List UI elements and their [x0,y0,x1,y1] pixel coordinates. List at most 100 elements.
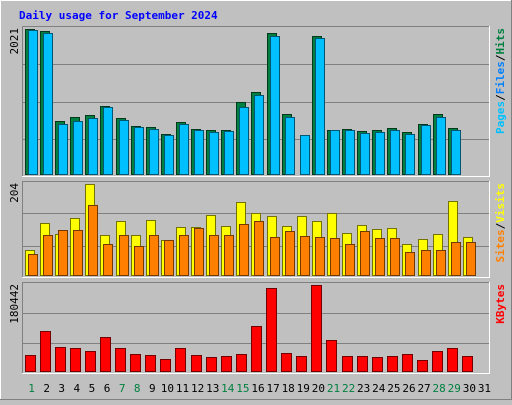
bar-files-day-21 [330,130,340,175]
legend-label: Sites/Visits [494,183,507,263]
y-max-label: 2021 [8,28,21,55]
bar-sites-day-8 [134,246,144,276]
bar-sites-day-16 [254,221,264,276]
bar-kbytes-day-5 [85,351,96,372]
bar-files-day-10 [164,135,174,175]
x-tick-label: 29 [448,382,461,395]
x-tick-label: 22 [342,382,355,395]
bar-files-day-27 [421,125,431,175]
bar-files-day-9 [149,129,159,175]
panel-3: 180442 KBytes [8,282,507,374]
x-tick-label: 14 [221,382,235,395]
bar-kbytes-day-11 [175,348,186,372]
bar-kbytes-day-20 [311,285,322,372]
bar-kbytes-day-13 [206,357,217,372]
bar-kbytes-day-12 [191,355,202,372]
bar-kbytes-day-8 [130,354,141,372]
x-tick-label: 18 [282,382,295,395]
legend-separator: / [494,222,507,229]
bar-sites-day-25 [390,238,400,276]
bar-files-day-20 [315,38,325,175]
bar-kbytes-day-9 [145,355,156,372]
bar-sites-day-15 [239,224,249,276]
bar-sites-day-26 [405,252,415,276]
bar-files-day-11 [179,124,189,175]
bar-files-day-16 [254,95,264,175]
bar-sites-day-30 [466,242,476,276]
bar-sites-day-18 [285,231,295,276]
bar-files-day-22 [345,130,355,175]
y-max-label: 204 [8,183,21,203]
bar-kbytes-day-6 [100,337,111,372]
bar-kbytes-day-30 [462,356,473,372]
bar-files-day-2 [43,33,53,175]
x-tick-label: 31 [478,382,491,395]
bar-files-day-8 [134,127,144,175]
bar-files-day-12 [194,130,204,175]
bar-files-day-4 [73,121,83,175]
bar-kbytes-day-22 [342,356,353,372]
x-tick-label: 15 [236,382,249,395]
bar-sites-day-23 [360,231,370,276]
bar-files-day-6 [103,107,113,175]
bar-kbytes-day-21 [326,340,337,372]
bar-kbytes-day-25 [387,356,398,372]
bar-kbytes-day-14 [221,356,232,372]
bar-sites-day-14 [224,235,234,276]
bar-kbytes-day-23 [357,356,368,372]
bar-files-day-5 [88,118,98,175]
bar-sites-day-1 [28,254,38,276]
bar-sites-day-28 [436,250,446,276]
bar-files-day-26 [405,134,415,175]
x-tick-label: 11 [176,382,189,395]
x-tick-label: 16 [251,382,264,395]
x-tick-label: 10 [161,382,174,395]
x-tick-label: 1 [28,382,35,395]
bar-kbytes-day-18 [281,353,292,372]
x-tick-label: 24 [372,382,386,395]
legend-separator: / [494,94,507,101]
x-tick-label: 8 [134,382,141,395]
x-tick-label: 30 [463,382,476,395]
bar-sites-day-13 [209,235,219,276]
x-tick-label: 19 [297,382,310,395]
bar-files-day-23 [360,133,370,175]
bar-kbytes-day-7 [115,348,126,372]
bar-kbytes-day-24 [372,357,383,372]
legend-files: Files [494,61,507,94]
bar-files-day-17 [270,36,280,175]
bar-files-day-18 [285,117,295,175]
bar-sites-day-20 [315,237,325,276]
bar-files-day-25 [390,130,400,175]
bar-sites-day-7 [119,235,129,276]
legend-pages: Pages [494,101,507,134]
bar-sites-day-24 [375,238,385,276]
bar-sites-day-3 [58,230,68,276]
chart-title: Daily usage for September 2024 [19,9,218,22]
bar-files-day-14 [224,131,234,175]
bar-sites-day-17 [270,237,280,276]
x-tick-label: 23 [357,382,370,395]
y-max-label: 180442 [8,284,21,324]
bar-kbytes-day-16 [251,326,262,372]
x-tick-label: 9 [149,382,156,395]
bar-kbytes-day-2 [40,331,51,372]
x-tick-label: 13 [206,382,219,395]
bar-sites-day-12 [194,228,204,276]
bar-sites-day-2 [43,235,53,276]
x-tick-label: 2 [43,382,50,395]
legend-sites: Sites [494,229,507,262]
bar-files-day-7 [119,120,129,175]
bar-files-day-13 [209,132,219,175]
x-tick-label: 28 [433,382,446,395]
bar-kbytes-day-19 [296,356,307,372]
bar-sites-day-6 [103,244,113,276]
x-tick-label: 26 [402,382,415,395]
bar-kbytes-day-17 [266,288,277,372]
bar-sites-day-10 [164,240,174,276]
bar-files-day-3 [58,124,68,175]
panel-2: 204 Sites/Visits [8,181,507,278]
bar-sites-day-27 [421,250,431,276]
bar-files-day-29 [451,130,461,175]
